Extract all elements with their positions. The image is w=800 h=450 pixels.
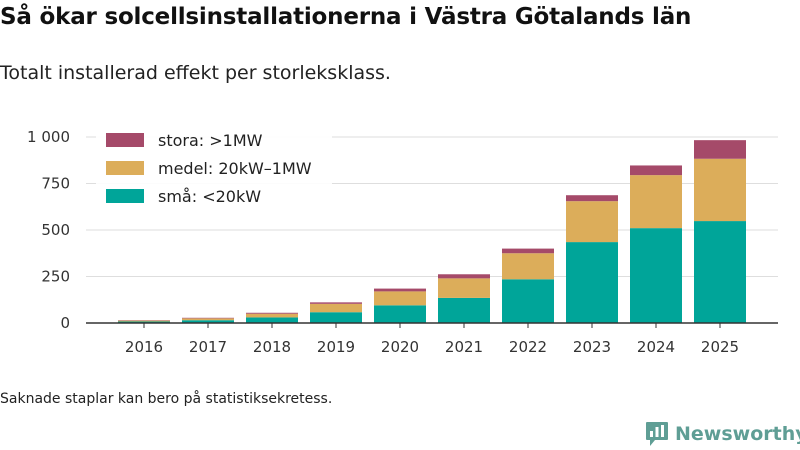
x-tick-label: 2024 [637,338,675,356]
bar-stora-2024 [630,165,682,176]
bar-stora-2022 [502,248,554,254]
footnote: Saknade staplar kan bero på statistiksek… [0,391,333,407]
legend-label-sma: små: <20kW [158,187,261,206]
legend: stora: >1MW medel: 20kW–1MW små: <20kW [96,124,332,210]
bar-medel-2016 [118,320,170,322]
bar-sma-2021 [438,297,490,323]
bar-sma-2022 [502,279,554,323]
x-tick-label: 2025 [701,338,739,356]
bar-medel-2017 [182,318,234,321]
bar-stora-2023 [566,195,618,202]
axes: 0 250 500 750 1 000 2016 2017 2018 2019 2020 2021 2… [27,128,778,356]
bar-sma-2018 [246,317,298,323]
x-tick-label: 2017 [189,338,227,356]
x-tick-label: 2020 [381,338,419,356]
legend-swatch-stora [106,133,144,147]
bar-sma-2025 [694,221,746,323]
bar-medel-2021 [438,278,490,298]
chart-title: Så ökar solcellsinstallationerna i Västr… [0,4,692,30]
bar-sma-2020 [374,305,426,323]
bar-stora-2019 [310,302,362,304]
brand-name: Newsworthy [675,423,800,445]
bar-sma-2019 [310,312,362,323]
x-tick-label: 2023 [573,338,611,356]
bar-sma-2024 [630,228,682,323]
legend-label-medel: medel: 20kW–1MW [158,159,312,178]
bar-medel-2020 [374,291,426,306]
x-tick-label: 2022 [509,338,547,356]
y-tick-label: 500 [41,221,70,239]
y-tick-label: 1 000 [27,128,70,146]
x-tick-label: 2016 [125,338,163,356]
y-tick-label: 750 [41,175,70,193]
y-tick-label: 250 [41,268,70,286]
y-tick-label: 0 [60,314,70,332]
bar-medel-2023 [566,201,618,243]
bar-sma-2023 [566,242,618,323]
bar-chart-logo-icon [646,422,668,446]
bar-sma-2017 [182,320,234,323]
x-tick-label: 2018 [253,338,291,356]
bar-stora-2021 [438,274,490,279]
bar-stora-2017 [182,317,234,319]
newsworthy-logo[interactable]: Newsworthy [645,420,800,448]
legend-swatch-medel [106,161,144,175]
bar-stora-2018 [246,312,298,314]
bar-medel-2018 [246,313,298,318]
chart-subtitle: Totalt installerad effekt per storlekskl… [0,62,391,84]
legend-label-stora: stora: >1MW [158,131,263,150]
bar-medel-2019 [310,303,362,313]
bar-medel-2025 [694,158,746,222]
x-tick-label: 2021 [445,338,483,356]
bar-medel-2022 [502,253,554,280]
bar-medel-2024 [630,175,682,229]
legend-swatch-sma [106,189,144,203]
bars [118,140,746,323]
x-tick-label: 2019 [317,338,355,356]
bar-stora-2020 [374,288,426,292]
bar-stora-2025 [694,140,746,159]
